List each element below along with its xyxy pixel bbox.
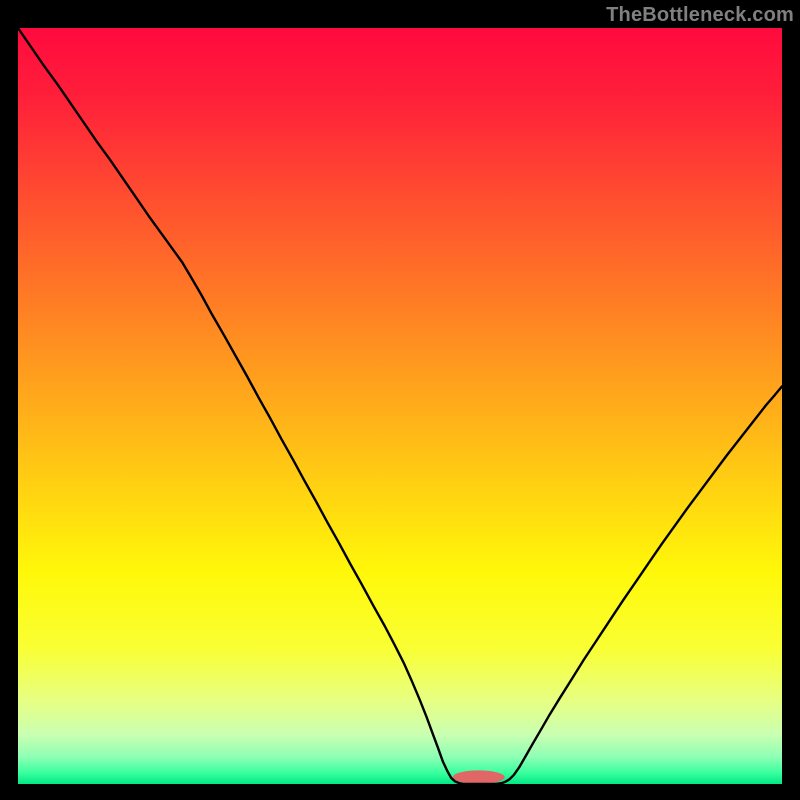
chart-plot-area	[18, 28, 782, 784]
watermark-text: TheBottleneck.com	[606, 4, 794, 27]
gradient-background	[18, 28, 782, 784]
optimal-point-marker	[453, 770, 505, 784]
bottleneck-chart-container: TheBottleneck.com	[0, 0, 800, 800]
chart-svg	[18, 28, 782, 784]
